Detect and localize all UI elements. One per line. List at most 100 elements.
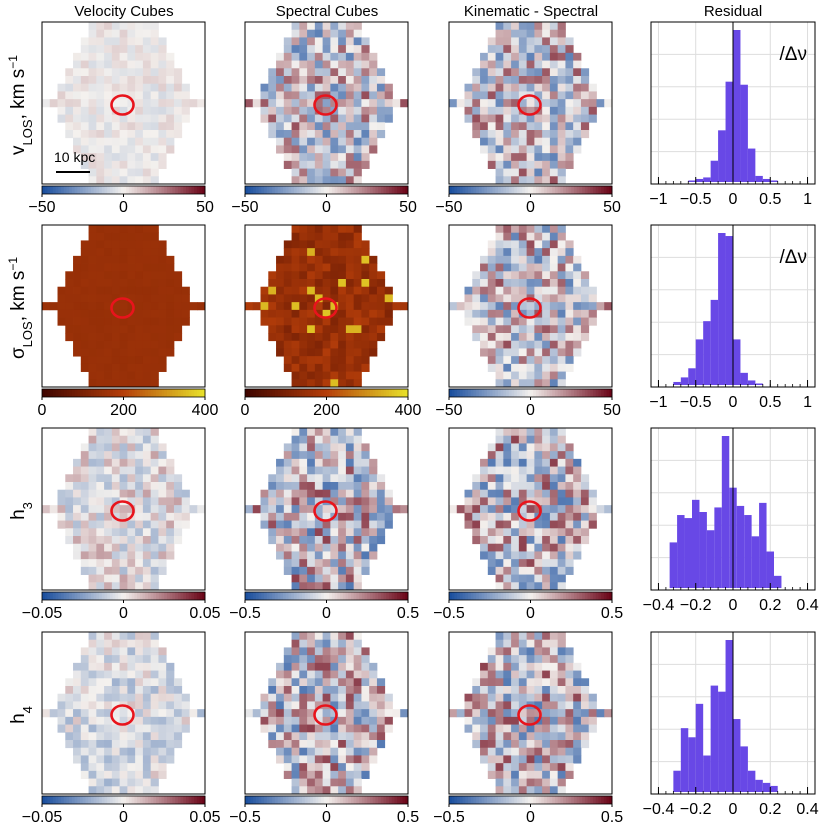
map-pixel	[511, 279, 520, 288]
colorbar-segment	[302, 389, 306, 397]
map-pixel	[322, 662, 331, 671]
map-pixel	[158, 279, 167, 288]
map-pixel	[338, 91, 347, 100]
map-pixel	[307, 356, 316, 365]
map-pixel	[330, 693, 339, 702]
map-pixel	[480, 348, 489, 357]
map-pixel	[88, 317, 97, 326]
map-pixel	[495, 747, 504, 756]
map-pixel	[542, 240, 551, 249]
map-pixel	[330, 763, 339, 772]
map-pixel	[542, 732, 551, 741]
map-pixel	[111, 551, 121, 560]
map-pixel	[542, 520, 551, 529]
map-pixel	[88, 22, 97, 31]
map-pixel	[361, 240, 370, 249]
colorbar-segment	[557, 796, 561, 804]
map-pixel	[464, 724, 473, 733]
map-pixel	[291, 176, 300, 185]
map-pixel	[384, 724, 393, 733]
map-pixel	[111, 122, 121, 131]
colorbar-segment	[269, 389, 273, 397]
map-pixel	[526, 543, 535, 552]
map-pixel	[111, 466, 121, 475]
map-pixel	[330, 317, 339, 326]
map-pixel	[503, 356, 512, 365]
colorbar-segment	[321, 186, 325, 194]
colorbar-segment	[63, 389, 67, 397]
map-panel: −0.5 0 0.5	[433, 427, 623, 622]
map-pixel	[166, 740, 175, 749]
map-pixel	[150, 505, 159, 514]
map-pixel	[88, 356, 97, 365]
map-pixel	[549, 693, 559, 702]
map-pixel	[127, 68, 136, 77]
map-pixel	[542, 294, 551, 303]
colorbar-segment	[247, 389, 251, 397]
map-pixel	[565, 356, 574, 365]
colorbar-segment	[120, 389, 124, 397]
colorbar-segment	[527, 389, 531, 397]
map-pixel	[542, 716, 551, 725]
map-pixel	[283, 489, 292, 498]
map-pixel	[127, 582, 136, 591]
map-pixel	[526, 770, 535, 779]
map-pixel	[557, 176, 566, 185]
map-pixel	[565, 678, 574, 687]
map-pixel	[150, 639, 159, 648]
map-pixel	[353, 309, 362, 318]
colorbar: −50 0 50	[28, 185, 214, 216]
colorbar-segment	[350, 186, 355, 194]
colorbar-segment	[603, 186, 608, 194]
map-pixel	[96, 528, 105, 537]
map-pixel	[73, 317, 82, 326]
map-pixel	[111, 528, 121, 537]
map-pixel	[526, 686, 535, 695]
map-pixel	[345, 271, 355, 280]
map-pixel	[135, 574, 144, 583]
map-pixel	[376, 294, 386, 303]
colorbar-segment	[530, 186, 534, 194]
colorbar-segment	[183, 592, 187, 600]
colorbar-tick-label: −50	[435, 402, 462, 419]
map-pixel	[299, 263, 308, 272]
map-pixel	[495, 639, 504, 648]
map-pixel	[495, 60, 504, 69]
colorbar-segment	[293, 389, 298, 397]
map-pixel	[573, 543, 582, 552]
colorbar-segment	[337, 186, 341, 194]
map-pixel	[142, 770, 152, 779]
map-pixel	[111, 363, 121, 372]
map-pixel	[291, 106, 300, 115]
map-pixel	[503, 91, 512, 100]
map-pixel	[464, 294, 473, 303]
row-sigma: σLOS, km s−10 200 400 0 200 400 −50 0 50 −1 −0.5 0 0…	[6, 224, 816, 419]
map-pixel	[542, 371, 551, 380]
map-pixel	[104, 747, 113, 756]
map-pixel	[361, 76, 370, 85]
map-pixel	[88, 286, 97, 295]
map-pixel	[549, 647, 559, 656]
map-pixel	[88, 114, 97, 123]
row-label: h4	[8, 706, 35, 724]
map-pixel	[376, 528, 386, 537]
colorbar-segment	[487, 186, 491, 194]
map-pixel	[330, 786, 339, 795]
map-pixel	[299, 225, 308, 234]
map-pixel	[534, 543, 543, 552]
map-pixel	[369, 279, 378, 288]
map-pixel	[57, 724, 66, 733]
map-pixel	[150, 655, 159, 664]
map-pixel	[150, 497, 159, 506]
map-pixel	[299, 37, 308, 46]
map-pixel	[557, 286, 566, 295]
map-pixel	[369, 709, 378, 718]
map-pixel	[565, 505, 574, 514]
colorbar-tick-label: −0.05	[22, 809, 63, 825]
map-pixel	[104, 778, 113, 787]
map-pixel	[511, 22, 520, 31]
map-frame	[41, 427, 206, 591]
map-pixel	[142, 505, 152, 514]
map-pixel	[88, 340, 97, 349]
map-pixel	[557, 505, 566, 514]
